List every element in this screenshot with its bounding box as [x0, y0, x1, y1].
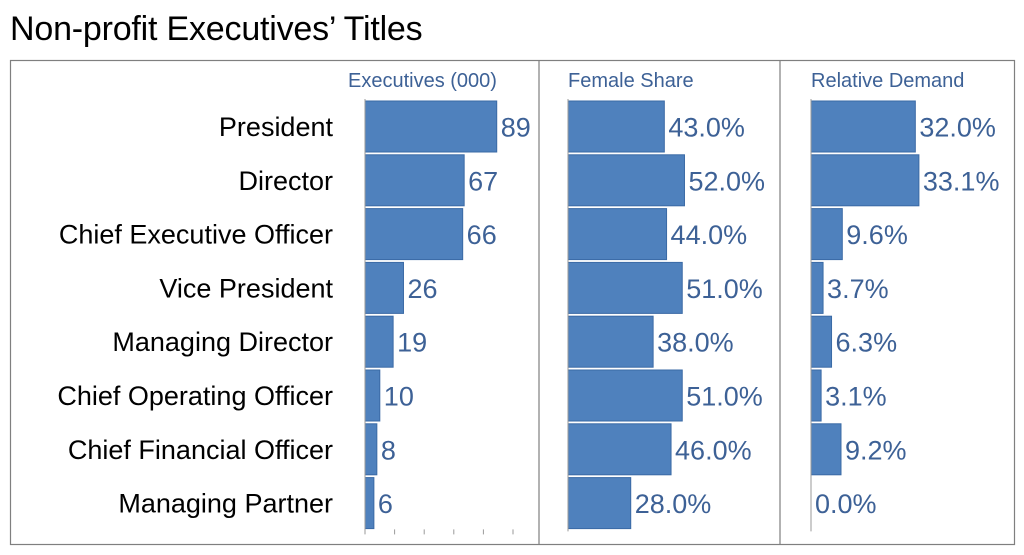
bar — [810, 423, 842, 476]
data-label: 3.7% — [827, 274, 889, 304]
bar — [567, 261, 683, 314]
data-label: 26 — [407, 274, 437, 304]
bar — [364, 208, 464, 261]
series-panel: Female Share 43.0% 52.0% 44.0% 51.0% 38.0% 51.… — [567, 70, 765, 532]
bar — [567, 208, 668, 261]
data-label: 10 — [384, 382, 414, 412]
bar — [810, 154, 920, 207]
category-label: Chief Operating Officer — [57, 381, 333, 411]
data-label: 9.2% — [845, 435, 907, 465]
category-label: Vice President — [159, 273, 333, 303]
series-header: Female Share — [568, 70, 694, 92]
series-header: Relative Demand — [811, 70, 964, 92]
bar — [810, 315, 833, 368]
data-label: 6.3% — [836, 328, 898, 358]
series-header: Executives (000) — [348, 70, 497, 92]
data-label: 19 — [397, 328, 427, 358]
bar — [810, 208, 843, 261]
data-label: 9.6% — [846, 220, 908, 250]
data-label: 43.0% — [668, 113, 745, 143]
category-label: President — [219, 112, 334, 142]
bar — [567, 369, 683, 422]
data-label: 28.0% — [635, 489, 712, 519]
bar — [364, 315, 394, 368]
bar — [567, 100, 665, 153]
data-label: 38.0% — [657, 328, 734, 358]
category-label: Chief Executive Officer — [59, 220, 333, 250]
data-label: 67 — [468, 166, 498, 196]
data-label: 89 — [501, 113, 531, 143]
data-label: 33.1% — [923, 166, 1000, 196]
category-labels: President Director Chief Executive Officer… — [57, 112, 333, 519]
data-label: 52.0% — [688, 166, 765, 196]
bar — [810, 261, 824, 314]
bar — [364, 261, 404, 314]
bar — [810, 369, 822, 422]
data-label: 0.0% — [815, 489, 877, 519]
chart-title: Non-profit Executives’ Titles — [10, 10, 423, 48]
bar — [364, 477, 375, 530]
bar — [364, 100, 498, 153]
bar — [364, 369, 381, 422]
category-label: Chief Financial Officer — [68, 435, 333, 465]
data-label: 8 — [381, 435, 396, 465]
bar — [810, 100, 916, 153]
data-label: 51.0% — [686, 274, 763, 304]
data-label: 6 — [378, 489, 393, 519]
data-label: 44.0% — [671, 220, 748, 250]
category-label: Managing Partner — [118, 489, 333, 519]
data-label: 3.1% — [825, 382, 887, 412]
data-label: 46.0% — [675, 435, 752, 465]
bar — [567, 315, 654, 368]
bar — [364, 154, 465, 207]
data-label: 66 — [467, 220, 497, 250]
category-label: Managing Director — [112, 327, 333, 357]
data-label: 51.0% — [686, 382, 763, 412]
bar — [567, 423, 672, 476]
series-panel: Relative Demand 32.0% 33.1% 9.6% 3.7% 6.3% 3.1… — [810, 70, 1000, 532]
category-label: Director — [238, 166, 333, 196]
bar — [364, 423, 378, 476]
data-label: 32.0% — [919, 113, 996, 143]
bar — [567, 477, 632, 530]
bar — [567, 154, 685, 207]
chart-frame — [9, 59, 1016, 546]
